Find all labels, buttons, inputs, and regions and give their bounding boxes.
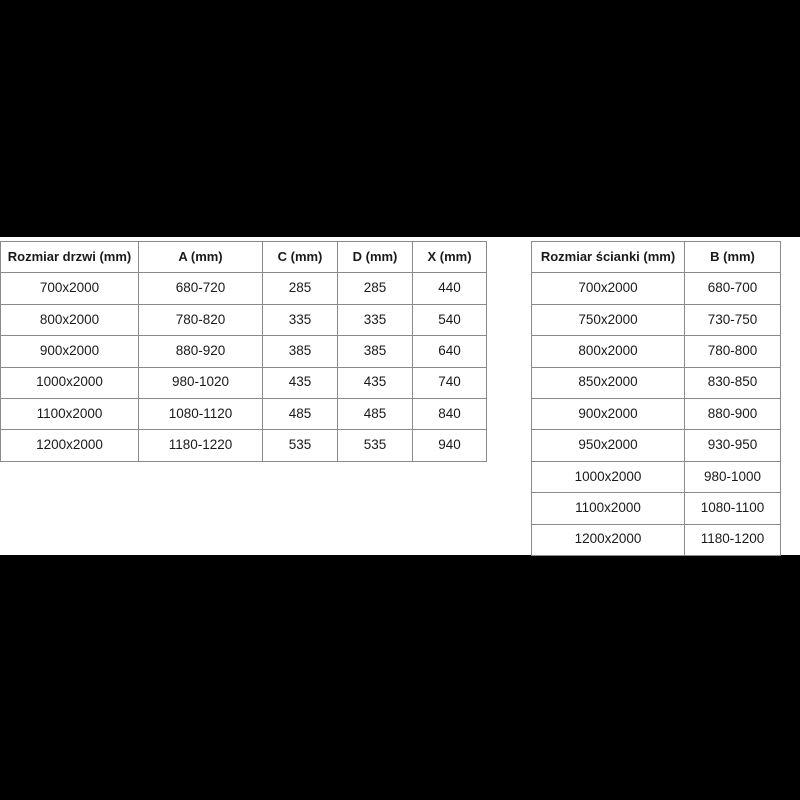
column-header-b: B (mm) [684, 240, 781, 274]
table-row: 750x2000 730-750 [531, 303, 781, 337]
column-header-wall-size: Rozmiar ścianki (mm) [531, 240, 685, 274]
cell-c: 385 [262, 335, 338, 368]
cell-x: 440 [412, 272, 487, 305]
cell-a: 680-720 [138, 272, 263, 305]
cell-x: 940 [412, 429, 487, 462]
column-header-a: A (mm) [138, 240, 263, 274]
cell-x: 840 [412, 397, 487, 431]
cell-wall-size: 850x2000 [531, 366, 685, 399]
cell-d: 335 [337, 303, 413, 337]
cell-b: 880-900 [684, 397, 781, 431]
cell-a: 780-820 [138, 303, 263, 337]
cell-wall-size: 800x2000 [531, 335, 685, 368]
wall-panel-size-table-head: Rozmiar ścianki (mm) B (mm) [531, 240, 781, 274]
cell-door-size: 1000x2000 [0, 366, 139, 399]
table-row: 900x2000 880-920 385 385 640 [0, 335, 487, 368]
table-row: 1000x2000 980-1000 [531, 460, 781, 494]
cell-wall-size: 1000x2000 [531, 460, 685, 494]
column-header-d: D (mm) [337, 240, 413, 274]
table-header-row: Rozmiar drzwi (mm) A (mm) C (mm) D (mm) … [0, 240, 487, 274]
cell-b: 830-850 [684, 366, 781, 399]
wall-panel-size-table: Rozmiar ścianki (mm) B (mm) 700x2000 680… [531, 240, 781, 556]
cell-b: 980-1000 [684, 460, 781, 494]
table-row: 800x2000 780-820 335 335 540 [0, 303, 487, 337]
door-size-table-body: 700x2000 680-720 285 285 440 800x2000 78… [0, 272, 487, 462]
cell-b: 680-700 [684, 272, 781, 305]
cell-wall-size: 1200x2000 [531, 523, 685, 556]
cell-b: 930-950 [684, 429, 781, 462]
cell-wall-size: 1100x2000 [531, 492, 685, 525]
door-size-table: Rozmiar drzwi (mm) A (mm) C (mm) D (mm) … [0, 240, 487, 462]
cell-door-size: 1200x2000 [0, 429, 139, 462]
cell-d: 385 [337, 335, 413, 368]
cell-x: 740 [412, 366, 487, 399]
cell-door-size: 800x2000 [0, 303, 139, 337]
cell-x: 640 [412, 335, 487, 368]
table-row: 700x2000 680-720 285 285 440 [0, 272, 487, 305]
table-header-row: Rozmiar ścianki (mm) B (mm) [531, 240, 781, 274]
cell-a: 1080-1120 [138, 397, 263, 431]
cell-c: 485 [262, 397, 338, 431]
wall-panel-size-table-body: 700x2000 680-700 750x2000 730-750 800x20… [531, 272, 781, 556]
cell-d: 485 [337, 397, 413, 431]
table-row: 1200x2000 1180-1200 [531, 523, 781, 556]
cell-x: 540 [412, 303, 487, 337]
cell-a: 980-1020 [138, 366, 263, 399]
cell-c: 535 [262, 429, 338, 462]
cell-c: 285 [262, 272, 338, 305]
table-row: 1100x2000 1080-1100 [531, 492, 781, 525]
cell-a: 880-920 [138, 335, 263, 368]
table-row: 700x2000 680-700 [531, 272, 781, 305]
cell-b: 1080-1100 [684, 492, 781, 525]
table-row: 1100x2000 1080-1120 485 485 840 [0, 397, 487, 431]
cell-b: 780-800 [684, 335, 781, 368]
cell-a: 1180-1220 [138, 429, 263, 462]
table-row: 850x2000 830-850 [531, 366, 781, 399]
cell-d: 435 [337, 366, 413, 399]
door-size-table-head: Rozmiar drzwi (mm) A (mm) C (mm) D (mm) … [0, 240, 487, 274]
cell-b: 1180-1200 [684, 523, 781, 556]
table-row: 1200x2000 1180-1220 535 535 940 [0, 429, 487, 462]
column-header-door-size: Rozmiar drzwi (mm) [0, 240, 139, 274]
cell-c: 335 [262, 303, 338, 337]
cell-d: 285 [337, 272, 413, 305]
table-row: 800x2000 780-800 [531, 335, 781, 368]
table-row: 1000x2000 980-1020 435 435 740 [0, 366, 487, 399]
cell-d: 535 [337, 429, 413, 462]
cell-door-size: 900x2000 [0, 335, 139, 368]
cell-wall-size: 750x2000 [531, 303, 685, 337]
cell-wall-size: 950x2000 [531, 429, 685, 462]
cell-b: 730-750 [684, 303, 781, 337]
table-row: 900x2000 880-900 [531, 397, 781, 431]
column-header-x: X (mm) [412, 240, 487, 274]
cell-door-size: 1100x2000 [0, 397, 139, 431]
cell-door-size: 700x2000 [0, 272, 139, 305]
table-row: 950x2000 930-950 [531, 429, 781, 462]
column-header-c: C (mm) [262, 240, 338, 274]
cell-wall-size: 900x2000 [531, 397, 685, 431]
cell-c: 435 [262, 366, 338, 399]
cell-wall-size: 700x2000 [531, 272, 685, 305]
